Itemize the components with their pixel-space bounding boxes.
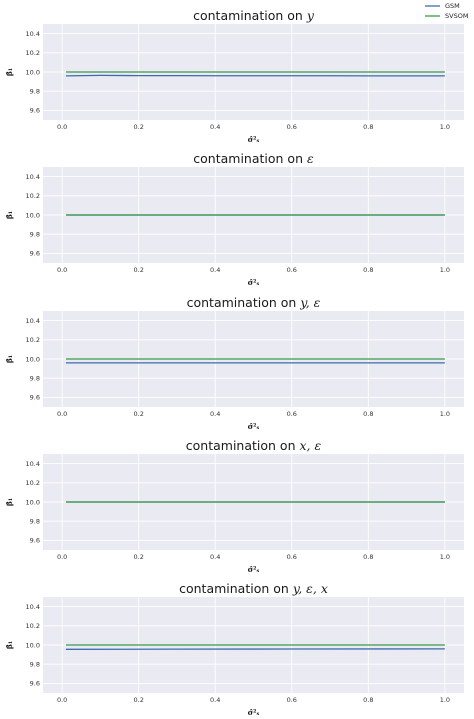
- x-tick-label: 0.8: [363, 266, 373, 274]
- chart-title: contamination on y, ε: [187, 295, 321, 310]
- y-axis-label: β̂₁: [5, 211, 14, 219]
- x-axis-label: σ̂²ₛ: [248, 565, 260, 574]
- x-tick-label: 1.0: [440, 123, 450, 131]
- legend-label-svsom: SVSOM: [445, 12, 468, 20]
- legend: GSM SVSOM: [425, 2, 468, 20]
- y-tick-label: 9.8: [30, 518, 40, 526]
- y-tick-label: 10.0: [26, 641, 40, 649]
- y-tick-label: 10.2: [26, 479, 40, 487]
- chart-title: contamination on ε: [193, 151, 314, 166]
- x-tick-label: 1.0: [440, 696, 450, 704]
- x-tick-label: 0.6: [287, 553, 297, 561]
- chart-panel-3: 0.0 0.2 0.4 0.6 0.8 1.0 9.6 9.8 10.0 10.2 10.4 cont…: [5, 295, 464, 431]
- x-tick-label: 0.2: [134, 266, 144, 274]
- y-tick-label: 9.6: [30, 250, 40, 258]
- y-tick-label: 10.0: [26, 498, 40, 506]
- x-tick-label: 0.6: [287, 410, 297, 418]
- y-tick-label: 9.6: [30, 394, 40, 402]
- x-axis-label: σ̂²ₛ: [248, 278, 260, 287]
- x-tick-label: 0.6: [287, 266, 297, 274]
- x-tick-label: 0.2: [134, 553, 144, 561]
- chart-panel-1: 0.0 0.2 0.4 0.6 0.8 1.0 9.6 9.8 10.0 10.2 10.4 cont…: [5, 8, 464, 144]
- x-tick-label: 1.0: [440, 266, 450, 274]
- y-tick-label: 10.2: [26, 192, 40, 200]
- y-tick-label: 10.2: [26, 49, 40, 57]
- x-axis-label: σ̂²ₛ: [248, 708, 260, 717]
- x-tick-label: 0.8: [363, 696, 373, 704]
- y-tick-label: 9.8: [30, 231, 40, 239]
- x-tick-label: 0.8: [363, 553, 373, 561]
- x-tick-label: 0.8: [363, 123, 373, 131]
- x-tick-label: 0.6: [287, 123, 297, 131]
- y-tick-label: 10.4: [26, 460, 40, 468]
- x-tick-label: 0.2: [134, 696, 144, 704]
- x-tick-label: 0.0: [57, 266, 67, 274]
- x-tick-label: 1.0: [440, 553, 450, 561]
- chart-panel-5: 0.0 0.2 0.4 0.6 0.8 1.0 9.6 9.8 10.0 10.2 10.4 cont…: [5, 581, 464, 717]
- x-tick-label: 0.4: [210, 123, 220, 131]
- y-tick-label: 10.0: [26, 211, 40, 219]
- y-axis-label: β̂₁: [5, 68, 14, 76]
- y-axis-label: β̂₁: [5, 641, 14, 649]
- x-tick-label: 0.2: [134, 410, 144, 418]
- y-tick-label: 10.4: [26, 317, 40, 325]
- chart-title: contamination on x, ε: [186, 438, 322, 453]
- legend-label-gsm: GSM: [445, 2, 460, 10]
- chart-title: contamination on y: [193, 8, 315, 23]
- y-tick-label: 10.2: [26, 622, 40, 630]
- x-tick-label: 0.4: [210, 696, 220, 704]
- chart-panel-2: 0.0 0.2 0.4 0.6 0.8 1.0 9.6 9.8 10.0 10.2 10.4 cont…: [5, 151, 464, 287]
- y-tick-label: 9.8: [30, 88, 40, 96]
- x-tick-label: 0.2: [134, 123, 144, 131]
- x-axis-label: σ̂²ₛ: [248, 135, 260, 144]
- x-tick-label: 0.8: [363, 410, 373, 418]
- y-tick-label: 9.6: [30, 107, 40, 115]
- x-tick-label: 1.0: [440, 410, 450, 418]
- x-tick-label: 0.0: [57, 553, 67, 561]
- x-tick-label: 0.0: [57, 696, 67, 704]
- x-tick-label: 0.0: [57, 123, 67, 131]
- x-tick-label: 0.4: [210, 553, 220, 561]
- x-tick-label: 0.0: [57, 410, 67, 418]
- x-tick-label: 0.4: [210, 410, 220, 418]
- y-tick-label: 9.6: [30, 680, 40, 688]
- y-axis-label: β̂₁: [5, 498, 14, 506]
- chart-title: contamination on y, ε, x: [179, 581, 328, 596]
- y-tick-label: 10.4: [26, 30, 40, 38]
- x-axis-label: σ̂²ₛ: [248, 422, 260, 431]
- y-tick-label: 10.0: [26, 68, 40, 76]
- y-axis-label: β̂₁: [5, 355, 14, 363]
- y-tick-label: 10.4: [26, 603, 40, 611]
- x-tick-label: 0.6: [287, 696, 297, 704]
- chart-panels: 0.0 0.2 0.4 0.6 0.8 1.0 9.6 9.8 10.0 10.2 10.4 cont…: [5, 8, 464, 717]
- y-tick-label: 10.4: [26, 173, 40, 181]
- y-tick-label: 9.6: [30, 537, 40, 545]
- x-tick-label: 0.4: [210, 266, 220, 274]
- y-tick-label: 10.0: [26, 355, 40, 363]
- y-tick-label: 9.8: [30, 661, 40, 669]
- y-tick-label: 9.8: [30, 375, 40, 383]
- y-tick-label: 10.2: [26, 336, 40, 344]
- chart-panel-4: 0.0 0.2 0.4 0.6 0.8 1.0 9.6 9.8 10.0 10.2 10.4 cont…: [5, 438, 464, 574]
